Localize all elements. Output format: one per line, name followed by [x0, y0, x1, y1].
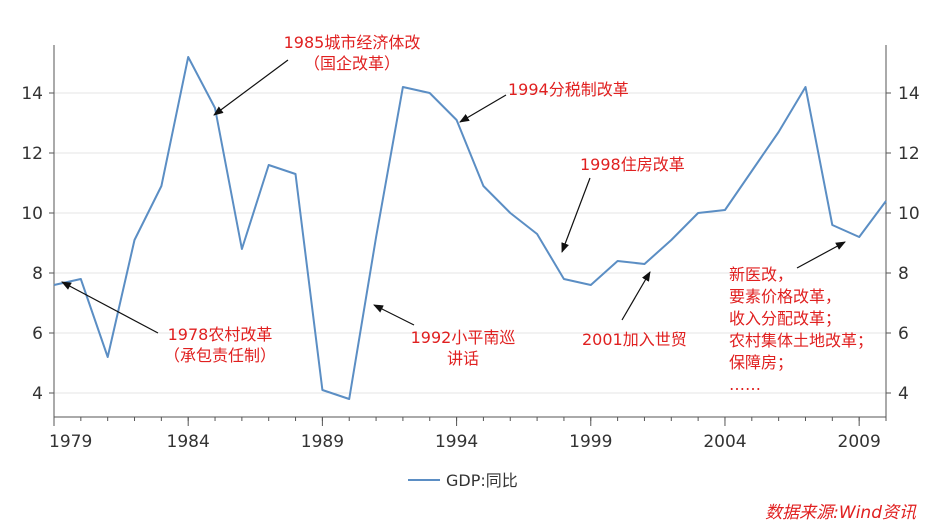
y-tick-label-right: 4 [898, 384, 909, 404]
data-point [374, 235, 378, 239]
y-tick-label-right: 14 [898, 84, 920, 104]
annotation-text-line: 1985城市经济体改 [284, 33, 421, 52]
series-layer [52, 55, 888, 401]
y-tick-label-left: 14 [21, 84, 43, 104]
annotation-text-line: （国企改革） [304, 54, 400, 73]
x-tick-label: 1979 [49, 432, 92, 452]
annotation-reforms: 新医改， 要素价格改革， 收入分配改革； 农村集体土地改革； 保障房； …… [729, 241, 873, 394]
y-tick-label-right: 8 [898, 264, 909, 284]
annotation-text-line: …… [729, 375, 761, 394]
x-tick-label: 1984 [167, 432, 210, 452]
data-point [132, 238, 136, 242]
data-point [884, 199, 888, 203]
data-point [669, 238, 673, 242]
annotation-text-line: （承包责任制） [164, 346, 276, 365]
x-tick-label: 1999 [569, 432, 612, 452]
annotation-arrow [621, 271, 651, 321]
data-point [615, 259, 619, 263]
annotation-arrow [61, 281, 159, 334]
data-point [401, 85, 405, 89]
data-point [159, 184, 163, 188]
data-point [186, 55, 190, 59]
axes-layer: 4 4 6 6 8 8 10 10 12 12 14 14 1979 1984 1989 1994 1999 20… [21, 45, 920, 452]
data-point [320, 388, 324, 392]
annotation-arrow [796, 241, 846, 269]
annotation-text-line: 要素价格改革， [729, 287, 841, 306]
annotation-1998: 1998住房改革 [561, 155, 685, 253]
legend-label: GDP:同比 [446, 471, 518, 490]
annotation-text-line: 讲话 [447, 349, 479, 368]
data-point [508, 211, 512, 215]
data-point [696, 211, 700, 215]
annotation-text-line: 保障房； [729, 353, 793, 372]
x-tick-label: 2004 [703, 432, 746, 452]
data-point [750, 169, 754, 173]
annotation-arrow [459, 94, 507, 123]
data-point [723, 208, 727, 212]
annotation-arrow [373, 304, 415, 326]
series-line-gdp [53, 56, 887, 400]
data-point [803, 85, 807, 89]
data-point [105, 355, 109, 359]
data-point [830, 223, 834, 227]
data-point [481, 184, 485, 188]
annotation-2001: 2001加入世贸 [582, 271, 687, 349]
data-point [857, 235, 861, 239]
annotation-text-line: 农村集体土地改革； [729, 331, 873, 350]
y-tick-label-left: 6 [32, 324, 43, 344]
data-point [213, 106, 217, 110]
annotation-text-line: 新医改， [729, 265, 793, 284]
y-tick-label-left: 10 [21, 204, 43, 224]
data-point [240, 247, 244, 251]
data-point [428, 91, 432, 95]
data-point [535, 232, 539, 236]
annotation-arrow [213, 59, 289, 116]
data-point [562, 277, 566, 281]
y-tick-label-left: 8 [32, 264, 43, 284]
data-point [267, 163, 271, 167]
annotation-text-line: 1998住房改革 [580, 155, 685, 174]
y-tick-label-right: 10 [898, 204, 920, 224]
data-source: 数据来源:Wind资讯 [765, 503, 917, 523]
y-tick-label-right: 12 [898, 144, 920, 164]
data-point [642, 262, 646, 266]
x-tick-label: 1989 [301, 432, 344, 452]
x-tick-label: 2009 [838, 432, 881, 452]
annotation-text-line: 2001加入世贸 [582, 330, 687, 349]
annotation-arrow [561, 177, 591, 253]
annotation-1978: 1978农村改革 （承包责任制） [61, 281, 276, 365]
y-tick-label-right: 6 [898, 324, 909, 344]
annotation-layer: 1985城市经济体改 （国企改革） 1994分税制改革 1998住房改革 1978农村改… [61, 33, 873, 394]
annotation-text-line: 1992小平南巡 [411, 328, 516, 347]
data-point [454, 118, 458, 122]
y-tick-label-left: 4 [32, 384, 43, 404]
annotation-text-line: 1994分税制改革 [508, 80, 629, 99]
x-tick-label: 1994 [435, 432, 478, 452]
data-point [293, 172, 297, 176]
data-point [776, 130, 780, 134]
data-point [79, 277, 83, 281]
legend: GDP:同比 [408, 471, 518, 490]
data-point [589, 283, 593, 287]
annotation-1985: 1985城市经济体改 （国企改革） [213, 33, 421, 116]
annotation-text-line: 收入分配改革； [729, 309, 841, 328]
y-tick-label-left: 12 [21, 144, 43, 164]
annotation-1994: 1994分税制改革 [459, 80, 629, 123]
data-point [52, 283, 56, 287]
annotation-text-line: 1978农村改革 [168, 325, 273, 344]
data-point [347, 397, 351, 401]
